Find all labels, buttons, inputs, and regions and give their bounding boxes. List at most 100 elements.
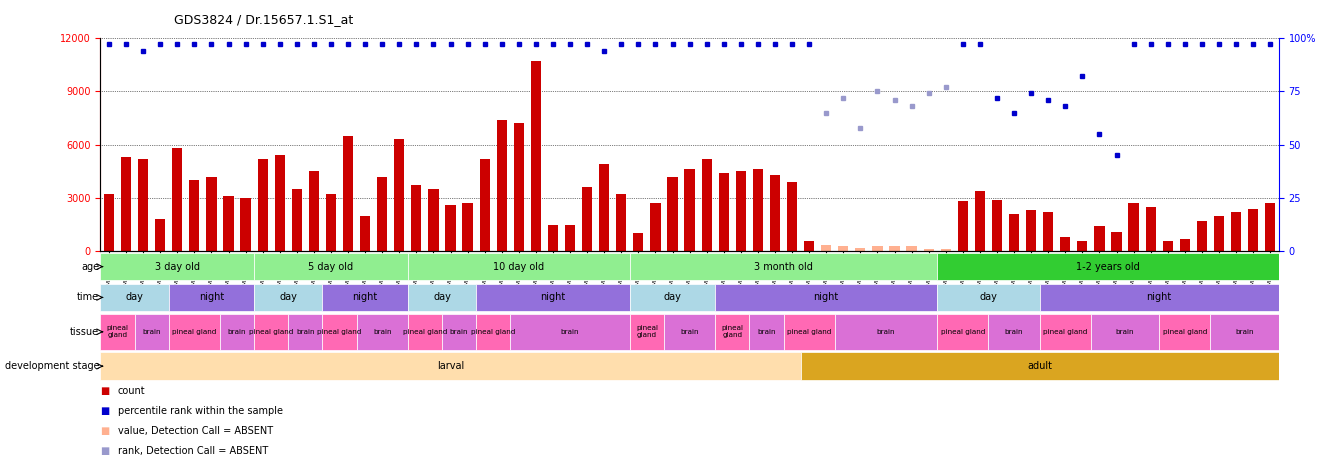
Bar — [975, 191, 986, 251]
Bar — [1026, 210, 1036, 251]
Text: pineal gland: pineal gland — [403, 329, 447, 335]
Text: night: night — [541, 292, 565, 302]
Bar — [872, 246, 882, 251]
Bar — [121, 157, 131, 251]
Bar — [633, 234, 644, 251]
Text: tissue: tissue — [70, 327, 99, 337]
Bar — [1162, 241, 1173, 251]
Text: 10 day old: 10 day old — [493, 262, 545, 272]
Text: day: day — [664, 292, 682, 302]
Bar — [1091, 314, 1160, 350]
Bar — [254, 253, 408, 281]
Bar — [889, 246, 900, 251]
Text: larval: larval — [437, 361, 465, 371]
Bar — [629, 253, 937, 281]
Bar — [940, 248, 951, 251]
Bar — [907, 246, 917, 251]
Bar — [667, 177, 678, 251]
Text: brain: brain — [296, 329, 315, 335]
Bar — [735, 171, 746, 251]
Bar — [169, 283, 254, 311]
Bar — [510, 314, 629, 350]
Text: brain: brain — [1004, 329, 1023, 335]
Bar — [834, 314, 937, 350]
Bar — [1180, 239, 1190, 251]
Bar — [428, 189, 439, 251]
Bar — [1043, 212, 1054, 251]
Text: day: day — [280, 292, 297, 302]
Text: pineal gland: pineal gland — [1162, 329, 1206, 335]
Bar — [719, 173, 728, 251]
Bar — [1248, 209, 1259, 251]
Text: pineal
gland: pineal gland — [722, 325, 743, 338]
Bar — [100, 314, 135, 350]
Bar — [770, 175, 781, 251]
Bar — [715, 283, 937, 311]
Bar — [497, 119, 507, 251]
Bar — [257, 159, 268, 251]
Bar — [988, 314, 1039, 350]
Bar — [787, 182, 797, 251]
Bar — [274, 155, 285, 251]
Text: rank, Detection Call = ABSENT: rank, Detection Call = ABSENT — [118, 446, 268, 456]
Text: day: day — [980, 292, 998, 302]
Text: night: night — [814, 292, 838, 302]
Bar — [477, 283, 629, 311]
Text: count: count — [118, 386, 146, 396]
Text: brain: brain — [680, 329, 699, 335]
Bar — [477, 314, 510, 350]
Bar — [442, 314, 477, 350]
Bar — [1197, 221, 1206, 251]
Bar — [803, 241, 814, 251]
Text: brain: brain — [374, 329, 391, 335]
Bar — [323, 283, 408, 311]
Text: percentile rank within the sample: percentile rank within the sample — [118, 406, 283, 416]
Bar — [957, 201, 968, 251]
Text: brain: brain — [757, 329, 775, 335]
Bar — [206, 177, 217, 251]
Bar — [992, 200, 1002, 251]
Bar — [629, 283, 715, 311]
Bar — [924, 248, 933, 251]
Bar — [288, 314, 323, 350]
Bar — [323, 314, 356, 350]
Text: brain: brain — [1236, 329, 1253, 335]
Bar — [1214, 216, 1224, 251]
Text: pineal gland: pineal gland — [471, 329, 516, 335]
Text: day: day — [126, 292, 143, 302]
Bar — [715, 314, 750, 350]
Text: day: day — [432, 292, 451, 302]
Bar — [173, 148, 182, 251]
Text: pineal gland: pineal gland — [1043, 329, 1087, 335]
Text: night: night — [198, 292, 224, 302]
Text: GDS3824 / Dr.15657.1.S1_at: GDS3824 / Dr.15657.1.S1_at — [174, 13, 353, 26]
Bar — [514, 123, 524, 251]
Text: brain: brain — [142, 329, 161, 335]
Text: pineal
gland: pineal gland — [636, 325, 657, 338]
Bar — [937, 283, 1039, 311]
Text: brain: brain — [1115, 329, 1134, 335]
Text: pineal gland: pineal gland — [317, 329, 362, 335]
Bar — [343, 136, 353, 251]
Bar — [664, 314, 715, 350]
Bar — [325, 194, 336, 251]
Bar — [1008, 214, 1019, 251]
Text: adult: adult — [1027, 361, 1052, 371]
Text: pineal gland: pineal gland — [173, 329, 217, 335]
Text: age: age — [82, 262, 99, 272]
Text: pineal gland: pineal gland — [940, 329, 986, 335]
Text: pineal
gland: pineal gland — [107, 325, 129, 338]
Bar — [1039, 314, 1091, 350]
Text: value, Detection Call = ABSENT: value, Detection Call = ABSENT — [118, 426, 273, 436]
Bar — [408, 314, 442, 350]
Text: pineal gland: pineal gland — [249, 329, 293, 335]
Bar — [629, 314, 664, 350]
Text: 5 day old: 5 day old — [308, 262, 353, 272]
Text: brain: brain — [228, 329, 246, 335]
Bar — [1231, 212, 1241, 251]
Bar — [684, 170, 695, 251]
Bar — [599, 164, 609, 251]
Bar — [1160, 314, 1210, 350]
Bar — [651, 203, 660, 251]
Bar — [100, 352, 801, 380]
